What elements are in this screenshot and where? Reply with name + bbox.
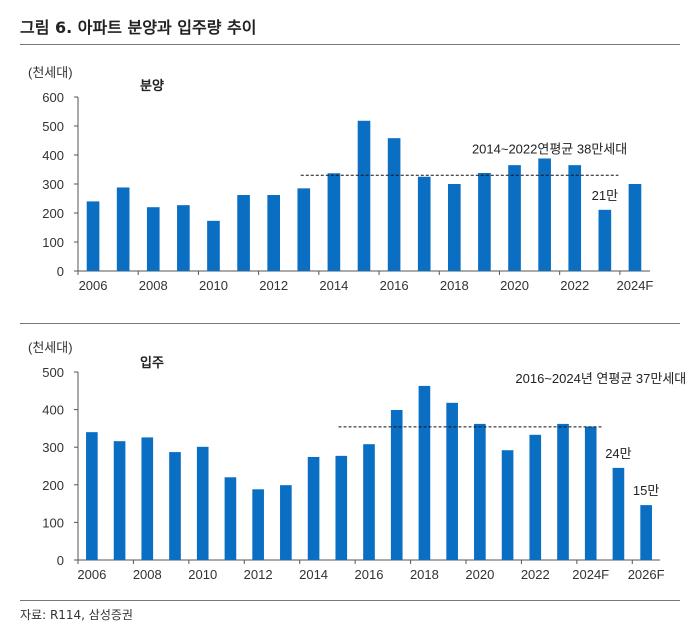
y-tick-label: 0 <box>57 264 64 279</box>
bar-2006 <box>86 201 100 271</box>
bar-2013 <box>280 485 292 560</box>
chart-title: 입주 <box>140 355 164 370</box>
bar-2020 <box>508 165 521 271</box>
y-axis-unit-label: (천세대) <box>28 340 73 355</box>
chart-presale: (천세대) 분양 0 100 200 300 400 500 600 2006 2008 2010 20… <box>28 65 654 293</box>
x-tick-label: 2020 <box>465 567 494 582</box>
x-tick-label: 2016 <box>380 278 409 293</box>
y-tick-label: 600 <box>42 90 64 105</box>
bar-2010 <box>207 220 220 271</box>
y-tick-label: 500 <box>42 119 64 134</box>
x-tick-label: 2012 <box>259 278 288 293</box>
x-tick-label: 2006 <box>79 278 108 293</box>
y-tick-label: 400 <box>42 403 64 418</box>
bar-2018 <box>418 385 431 560</box>
figure-title: 그림 6. 아파트 분양과 입주량 추이 <box>20 18 257 37</box>
bar-2025F <box>612 467 625 560</box>
x-tick-label: 2014 <box>299 567 328 582</box>
bar-2023 <box>557 423 569 560</box>
bar-2011 <box>237 195 250 271</box>
y-tick-label: 200 <box>42 478 64 493</box>
bar-2017 <box>390 409 403 560</box>
bar-2019 <box>478 172 491 271</box>
bar-2019 <box>446 402 458 560</box>
bar-2022 <box>568 165 582 271</box>
bar-2013 <box>297 188 311 271</box>
x-tick-label: 2022 <box>560 278 589 293</box>
chart-movein: (천세대) 입주 0 100 200 300 400 500 2006 2008 2010 2012 2… <box>28 340 686 582</box>
bar-2012 <box>267 195 281 271</box>
bar-2026F <box>640 505 652 560</box>
bar-2008 <box>141 437 154 560</box>
x-tick-label: 2026F <box>628 567 665 582</box>
x-tick-label: 2008 <box>139 278 168 293</box>
x-tick-label: 2018 <box>410 567 439 582</box>
bar-2021 <box>538 158 551 271</box>
bar-2020 <box>474 423 486 560</box>
y-tick-label: 300 <box>42 440 64 455</box>
y-tick-label: 200 <box>42 206 64 221</box>
bar-2016 <box>387 138 401 271</box>
x-tick-label: 2020 <box>500 278 529 293</box>
y-tick-label: 400 <box>42 148 64 163</box>
data-annotation: 15만 <box>633 483 659 498</box>
bar-2023 <box>598 209 612 271</box>
x-tick-label: 2016 <box>355 567 384 582</box>
y-tick-label: 100 <box>42 515 64 530</box>
average-label: 2016~2024년 연평균 37만세대 <box>515 371 686 386</box>
source-divider <box>20 600 680 601</box>
source-note: 자료: R114, 삼성증권 <box>20 608 133 622</box>
bar-2007 <box>113 441 126 560</box>
x-tick-label: 2024F <box>572 567 609 582</box>
bar-2008 <box>146 207 160 271</box>
x-tick-label: 2012 <box>244 567 273 582</box>
x-tick-label: 2014 <box>319 278 348 293</box>
bar-2014 <box>307 456 320 560</box>
bar-2009 <box>169 452 181 560</box>
bar-2011 <box>224 477 237 560</box>
bar-2014 <box>327 173 341 271</box>
y-tick-label: 300 <box>42 177 64 192</box>
x-tick-label: 2010 <box>188 567 217 582</box>
bar-2015 <box>335 455 348 560</box>
bar-2016 <box>363 444 375 560</box>
y-tick-label: 500 <box>42 365 64 380</box>
average-label: 2014~2022연평균 38만세대 <box>472 141 627 156</box>
x-tick-label: 2008 <box>133 567 162 582</box>
bar-2007 <box>116 187 130 271</box>
bar-2006 <box>86 432 98 560</box>
x-tick-label: 2006 <box>77 567 106 582</box>
bar-2024F <box>628 184 642 271</box>
x-tick-label: 2010 <box>199 278 228 293</box>
data-annotation: 24만 <box>605 446 631 461</box>
y-axis-unit-label: (천세대) <box>28 65 73 80</box>
title-divider <box>20 44 680 45</box>
bar-2010 <box>196 446 209 560</box>
y-tick-label: 100 <box>42 235 64 250</box>
bar-2024F <box>584 426 597 560</box>
y-tick-label: 0 <box>57 553 64 568</box>
bar-2015 <box>357 120 371 271</box>
data-annotation: 21만 <box>592 188 618 203</box>
chart-divider <box>20 323 680 324</box>
bar-2022 <box>529 434 542 560</box>
bar-2017 <box>417 176 431 271</box>
x-tick-label: 2024F <box>617 278 654 293</box>
bar-2021 <box>501 450 514 560</box>
bar-2009 <box>177 205 190 271</box>
chart-title: 분양 <box>140 78 164 93</box>
bar-2012 <box>252 489 264 560</box>
bar-2018 <box>447 184 461 271</box>
x-tick-label: 2022 <box>521 567 550 582</box>
x-tick-label: 2018 <box>440 278 469 293</box>
